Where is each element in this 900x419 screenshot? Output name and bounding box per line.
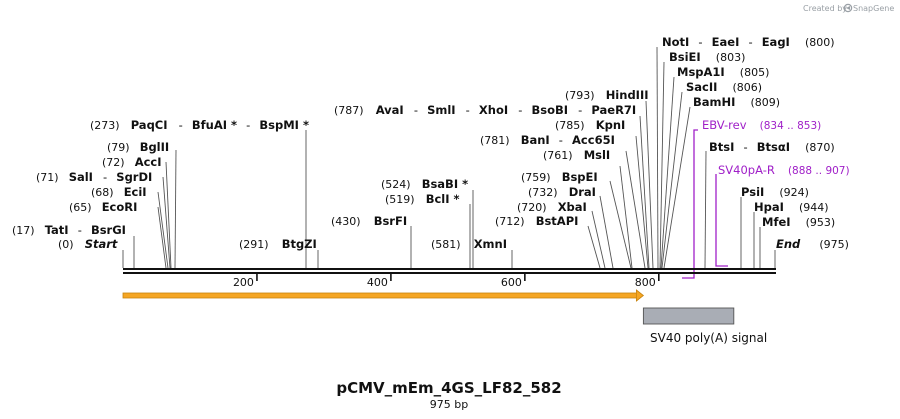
- cutline-hindiii: [645, 100, 654, 269]
- site-bani: (781) BanI - Acc65I: [480, 129, 615, 148]
- feature-sv40-polya-box: [642, 307, 735, 325]
- site-bcli: (519) BclI *: [385, 188, 460, 207]
- ruler-tick-label-800: 800: [635, 276, 656, 289]
- watermark: Created by SnapGene: [803, 3, 894, 13]
- site-psii: PsiI (924): [741, 181, 809, 200]
- feature-orf-bar: [122, 292, 638, 299]
- site-xbai: (720) XbaI: [517, 196, 587, 215]
- end-label: End (975): [776, 233, 849, 252]
- backbone-top-strand: [123, 268, 776, 270]
- cutline-sacii: [661, 91, 683, 269]
- site-mspa1i: MspA1I (805): [677, 61, 769, 80]
- cutline-avai: [639, 115, 650, 269]
- primer-sv40pa-r-arrow: [715, 174, 728, 267]
- site-sacii: SacII (806): [686, 76, 762, 95]
- site-bamhi: BamHI (809): [693, 91, 780, 110]
- cutline-bamhi: [663, 106, 691, 269]
- features: SV40 poly(A) signal: [122, 289, 767, 345]
- ruler-ticks: 200 400 600 800: [233, 274, 660, 289]
- site-paqci: (273) PaqCI - BfuAI * - BspMI *: [90, 114, 309, 133]
- primer-ebv-rev-arrow: [682, 129, 698, 279]
- cutline-noti: [656, 46, 659, 269]
- feature-orf[interactable]: [122, 289, 645, 302]
- cutline-ecii: [157, 191, 169, 269]
- cutline-bani: [625, 150, 646, 269]
- site-ecori: (65) EcoRI: [69, 196, 137, 215]
- site-btsi: BtsI - BtsαI (870): [709, 136, 835, 155]
- site-tati: (17) TatI - BsrGI: [12, 219, 126, 238]
- site-sali: (71) SalI - SgrDI: [36, 166, 152, 185]
- cutline-kpni: [635, 135, 649, 269]
- map-length: 975 bp: [430, 398, 468, 411]
- site-avai: (787) AvaI - SmlI - XhoI - BsoBI - PaeR7…: [334, 99, 636, 118]
- site-kpni: (785) KpnI: [555, 114, 625, 133]
- site-bspei: (759) BspEI: [521, 166, 598, 185]
- cutline-acci: [165, 161, 172, 269]
- site-hpai: HpaI (944): [754, 196, 829, 215]
- cutline-bglii: [174, 149, 177, 269]
- cutline-bstapi: [587, 225, 601, 269]
- cutline-sali: [162, 176, 171, 269]
- site-bsiei: BsiEI (803): [669, 46, 745, 65]
- site-btgzi: (291) BtgZI: [239, 233, 317, 252]
- cutline-mspa1i: [660, 76, 675, 269]
- cutline-drai: [599, 195, 614, 269]
- map-title: pCMV_mEm_4GS_LF82_582: [336, 379, 561, 397]
- backbone: [123, 268, 776, 274]
- feature-sv40-polya[interactable]: SV40 poly(A) signal: [642, 307, 767, 345]
- start-label: (0) Start: [58, 233, 118, 252]
- site-mfei: MfeI (953): [762, 211, 835, 230]
- primer-sv40pa-r[interactable]: SV40pA-R (888 .. 907): [715, 159, 850, 267]
- feature-orf-arrowhead: [635, 289, 645, 302]
- site-msli: (761) MslI: [543, 144, 610, 163]
- site-bsrfi: (430) BsrFI: [331, 210, 407, 229]
- cutline-xbai: [591, 210, 606, 269]
- ruler-tick-label-600: 600: [501, 276, 522, 289]
- site-drai: (732) DraI: [528, 181, 596, 200]
- watermark-brand: SnapGene: [853, 4, 894, 13]
- site-labels: (0) Start (17) TatI - BsrGI (65) EcoRI (…: [12, 31, 849, 252]
- watermark-prefix: Created by: [803, 4, 847, 13]
- feature-sv40-polya-label: SV40 poly(A) signal: [650, 331, 767, 345]
- primer-ebv-rev-label: EBV-rev (834 .. 853): [702, 114, 821, 133]
- ruler-tick-label-400: 400: [367, 276, 388, 289]
- site-noti: NotI - EaeI - EagI (800): [662, 31, 835, 50]
- site-hindiii: (793) HindIII: [565, 84, 649, 103]
- cutline-bspei: [609, 180, 632, 269]
- cut-lines: [122, 46, 776, 269]
- site-bsabi: (524) BsaBI *: [381, 173, 468, 192]
- ruler-tick-label-200: 200: [233, 276, 254, 289]
- backbone-bottom-strand: [123, 272, 776, 274]
- cutline-bsiei: [659, 61, 665, 269]
- cutline-msli: [619, 165, 633, 269]
- primers: EBV-rev (834 .. 853) SV40pA-R (888 .. 90…: [682, 114, 850, 279]
- cutline-btsi: [704, 150, 707, 269]
- site-xmni: (581) XmnI: [431, 233, 507, 252]
- site-bstapi: (712) BstAPI: [495, 210, 578, 229]
- cutline-ecori: [157, 206, 167, 269]
- site-ecii: (68) EciI: [91, 181, 147, 200]
- site-acci: (72) AccI: [102, 151, 162, 170]
- primer-ebv-rev[interactable]: EBV-rev (834 .. 853): [682, 114, 821, 279]
- primer-sv40pa-r-label: SV40pA-R (888 .. 907): [718, 159, 850, 178]
- snapgene-logo-icon: [843, 3, 853, 13]
- site-bglii: (79) BglII: [107, 136, 169, 155]
